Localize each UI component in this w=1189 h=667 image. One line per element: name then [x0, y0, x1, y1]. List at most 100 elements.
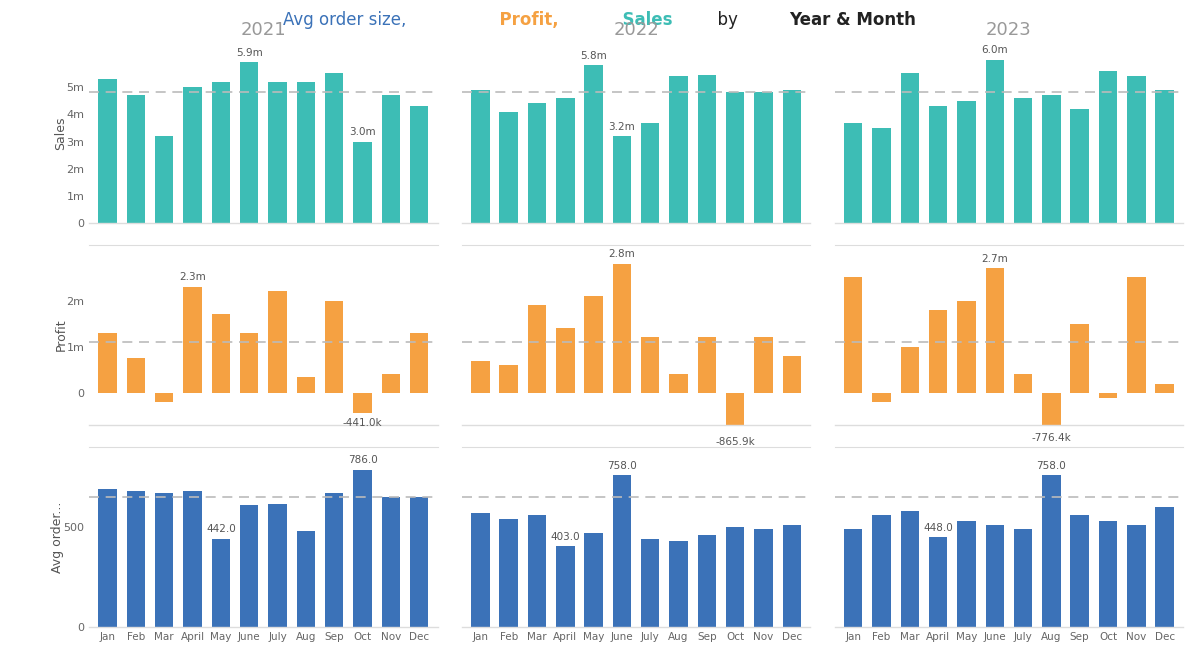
Bar — [754, 529, 773, 627]
Bar — [754, 338, 773, 393]
Bar — [698, 535, 716, 627]
Bar — [556, 328, 574, 393]
Bar — [1042, 95, 1061, 223]
Bar — [99, 333, 117, 393]
Bar — [1014, 98, 1032, 223]
Bar — [641, 123, 660, 223]
Bar — [1070, 323, 1089, 393]
Bar — [296, 377, 315, 393]
Bar — [1042, 476, 1061, 627]
Bar — [212, 538, 231, 627]
Bar — [641, 539, 660, 627]
Y-axis label: Profit: Profit — [55, 319, 68, 352]
Text: 403.0: 403.0 — [551, 532, 580, 542]
Text: 2.3m: 2.3m — [180, 272, 206, 282]
Bar — [1127, 525, 1145, 627]
Bar — [1014, 374, 1032, 393]
Bar — [844, 123, 862, 223]
Bar — [986, 525, 1004, 627]
Bar — [212, 81, 231, 223]
Bar — [99, 489, 117, 627]
Text: 3.0m: 3.0m — [350, 127, 376, 137]
Bar — [929, 538, 948, 627]
Text: 758.0: 758.0 — [608, 461, 637, 471]
Bar — [1156, 507, 1174, 627]
Bar — [900, 73, 919, 223]
Bar — [410, 106, 428, 223]
Bar — [669, 541, 687, 627]
Bar — [698, 75, 716, 223]
Text: 448.0: 448.0 — [923, 523, 952, 533]
Bar — [269, 291, 287, 393]
Bar — [353, 393, 372, 414]
Bar — [240, 63, 258, 223]
Text: Avg order size,: Avg order size, — [283, 11, 407, 29]
Bar — [155, 136, 174, 223]
Bar — [410, 497, 428, 627]
Bar — [585, 533, 603, 627]
Bar — [612, 263, 631, 393]
Bar — [844, 277, 862, 393]
Bar — [844, 529, 862, 627]
Bar — [782, 356, 801, 393]
Text: 758.0: 758.0 — [1037, 461, 1067, 471]
Bar — [155, 393, 174, 402]
Bar — [1156, 90, 1174, 223]
Bar — [1070, 515, 1089, 627]
Bar — [782, 525, 801, 627]
Bar — [127, 95, 145, 223]
Bar — [471, 90, 490, 223]
Bar — [325, 301, 344, 393]
Bar — [471, 361, 490, 393]
Bar — [612, 476, 631, 627]
Bar — [499, 111, 518, 223]
Bar — [873, 515, 891, 627]
Bar — [556, 98, 574, 223]
Bar — [528, 305, 546, 393]
Bar — [212, 314, 231, 393]
Text: 5.9m: 5.9m — [235, 48, 263, 58]
Bar — [641, 338, 660, 393]
Text: 5.8m: 5.8m — [580, 51, 608, 61]
Bar — [1156, 384, 1174, 393]
Bar — [873, 393, 891, 402]
Bar — [669, 76, 687, 223]
Text: 442.0: 442.0 — [206, 524, 235, 534]
Bar — [612, 136, 631, 223]
Bar — [528, 515, 546, 627]
Bar — [269, 81, 287, 223]
Bar — [957, 301, 976, 393]
Text: 2.7m: 2.7m — [981, 253, 1008, 263]
Bar — [986, 60, 1004, 223]
Bar — [754, 93, 773, 223]
Bar — [900, 511, 919, 627]
Bar — [325, 73, 344, 223]
Bar — [1014, 529, 1032, 627]
Bar — [1099, 521, 1118, 627]
Bar — [127, 491, 145, 627]
Text: Year & Month: Year & Month — [789, 11, 916, 29]
Bar — [957, 521, 976, 627]
Bar — [585, 296, 603, 393]
Bar — [669, 374, 687, 393]
Bar — [296, 531, 315, 627]
Bar — [127, 358, 145, 393]
Title: 2021: 2021 — [240, 21, 287, 39]
Bar — [183, 491, 202, 627]
Bar — [1127, 76, 1145, 223]
Text: -865.9k: -865.9k — [716, 438, 755, 448]
Bar — [499, 366, 518, 393]
Bar — [240, 333, 258, 393]
Bar — [155, 493, 174, 627]
Bar — [873, 128, 891, 223]
Bar — [726, 527, 744, 627]
Bar — [99, 79, 117, 223]
Bar — [585, 65, 603, 223]
Text: Profit,: Profit, — [489, 11, 559, 29]
Bar — [1042, 393, 1061, 429]
Bar — [900, 347, 919, 393]
Bar — [183, 287, 202, 393]
Bar — [325, 493, 344, 627]
Text: -441.0k: -441.0k — [342, 418, 383, 428]
Bar — [499, 519, 518, 627]
